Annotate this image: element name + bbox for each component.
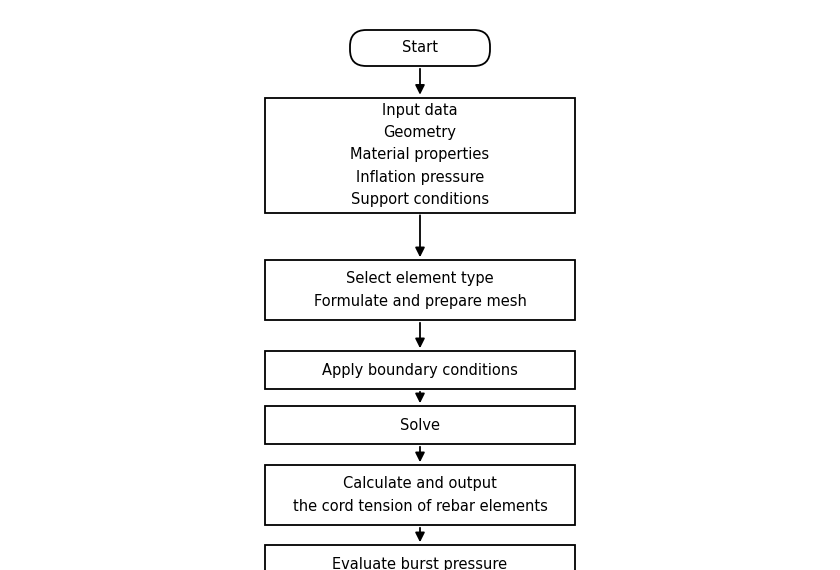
FancyBboxPatch shape (265, 545, 575, 570)
Text: Input data
Geometry
Material properties
Inflation pressure
Support conditions: Input data Geometry Material properties … (350, 103, 490, 207)
FancyBboxPatch shape (265, 351, 575, 389)
Text: Solve: Solve (400, 417, 440, 433)
Text: Start: Start (402, 40, 438, 55)
FancyBboxPatch shape (265, 97, 575, 213)
FancyBboxPatch shape (265, 260, 575, 320)
FancyBboxPatch shape (265, 465, 575, 525)
FancyBboxPatch shape (350, 30, 490, 66)
Text: Apply boundary conditions: Apply boundary conditions (322, 363, 518, 377)
Text: Calculate and output
the cord tension of rebar elements: Calculate and output the cord tension of… (292, 477, 548, 514)
FancyBboxPatch shape (265, 406, 575, 444)
Text: Evaluate burst pressure: Evaluate burst pressure (333, 556, 507, 570)
Text: Select element type
Formulate and prepare mesh: Select element type Formulate and prepar… (313, 271, 527, 308)
